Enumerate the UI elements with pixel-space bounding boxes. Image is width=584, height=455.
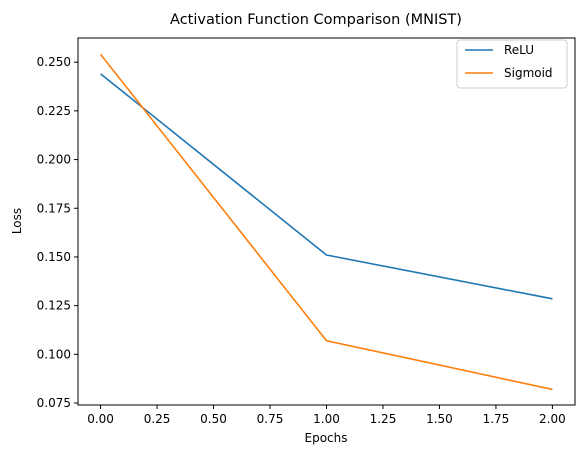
y-axis: 0.075 0.100 0.125 0.150 0.175 0.200 0.225 0.250 — [37, 55, 78, 410]
y-tick-label: 0.075 — [37, 396, 71, 410]
x-tick-label: 1.00 — [313, 412, 340, 426]
legend: ReLU Sigmoid — [456, 39, 568, 89]
legend-label-relu: ReLU — [504, 43, 534, 57]
series-lines — [99, 53, 553, 391]
x-tick-label: 1.75 — [483, 412, 510, 426]
legend-label-sigmoid: Sigmoid — [504, 66, 553, 80]
plot-frame — [77, 37, 576, 406]
series-line-sigmoid — [99, 53, 553, 391]
y-tick-label: 0.250 — [37, 55, 71, 69]
y-tick-label: 0.200 — [37, 153, 71, 167]
y-tick-label: 0.175 — [37, 201, 71, 215]
y-tick-label: 0.150 — [37, 250, 71, 264]
x-tick-label: 0.25 — [144, 412, 171, 426]
series-line-relu — [100, 73, 553, 300]
y-tick-label: 0.100 — [37, 347, 71, 361]
x-tick-label: 0.75 — [257, 412, 284, 426]
x-tick-label: 1.50 — [426, 412, 453, 426]
x-axis-label: Epochs — [305, 431, 348, 445]
x-tick-label: 1.25 — [370, 412, 397, 426]
x-axis: 0.00 0.25 0.50 0.75 1.00 1.25 1.50 1.75 2.00 — [87, 405, 566, 426]
legend-box — [456, 39, 568, 89]
y-axis-label: Loss — [10, 208, 24, 234]
x-tick-label: 0.50 — [200, 412, 227, 426]
x-tick-label: 0.00 — [87, 412, 114, 426]
plot-area — [77, 37, 576, 406]
x-tick-label: 2.00 — [539, 412, 566, 426]
y-tick-label: 0.225 — [37, 104, 71, 118]
chart-title: Activation Function Comparison (MNIST) — [170, 12, 462, 28]
y-tick-label: 0.125 — [37, 299, 71, 313]
